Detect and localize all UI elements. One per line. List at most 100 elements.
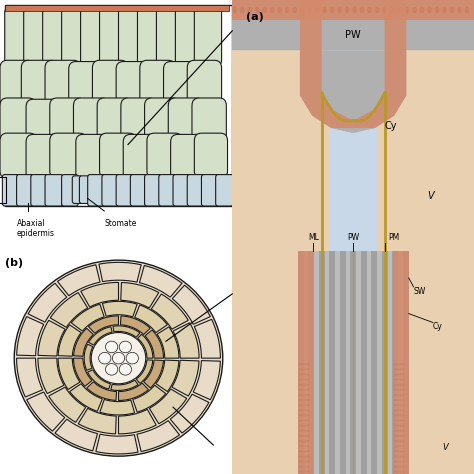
Ellipse shape — [405, 7, 410, 13]
Polygon shape — [81, 283, 118, 307]
Ellipse shape — [255, 7, 260, 13]
Ellipse shape — [399, 440, 402, 442]
Ellipse shape — [307, 363, 310, 365]
Ellipse shape — [396, 383, 399, 386]
FancyBboxPatch shape — [123, 135, 159, 181]
Ellipse shape — [399, 368, 402, 370]
FancyBboxPatch shape — [140, 60, 175, 108]
Ellipse shape — [396, 460, 399, 463]
Polygon shape — [133, 385, 166, 412]
Polygon shape — [58, 358, 80, 390]
Polygon shape — [172, 360, 199, 396]
Ellipse shape — [301, 409, 303, 411]
Polygon shape — [194, 319, 220, 358]
Polygon shape — [87, 382, 117, 401]
Polygon shape — [135, 305, 167, 333]
Polygon shape — [120, 316, 150, 335]
FancyBboxPatch shape — [92, 60, 128, 108]
Ellipse shape — [298, 378, 301, 381]
Ellipse shape — [304, 409, 307, 411]
Polygon shape — [73, 358, 92, 386]
FancyBboxPatch shape — [100, 133, 137, 178]
FancyBboxPatch shape — [100, 8, 127, 65]
Polygon shape — [78, 408, 116, 434]
FancyBboxPatch shape — [145, 98, 180, 143]
Bar — [356, 251, 361, 474]
FancyBboxPatch shape — [73, 98, 109, 146]
Ellipse shape — [307, 368, 310, 370]
Ellipse shape — [304, 363, 307, 365]
Ellipse shape — [298, 471, 301, 473]
Ellipse shape — [307, 389, 310, 391]
Ellipse shape — [301, 378, 303, 381]
Ellipse shape — [402, 389, 405, 391]
Ellipse shape — [301, 399, 303, 401]
Ellipse shape — [367, 7, 372, 13]
FancyBboxPatch shape — [187, 60, 221, 108]
Ellipse shape — [399, 374, 402, 375]
Ellipse shape — [352, 7, 357, 13]
Ellipse shape — [307, 460, 310, 463]
FancyBboxPatch shape — [21, 60, 58, 110]
Ellipse shape — [399, 409, 402, 411]
Polygon shape — [49, 387, 86, 422]
Polygon shape — [84, 344, 93, 370]
Polygon shape — [157, 327, 179, 358]
Text: SW: SW — [413, 287, 426, 296]
Ellipse shape — [396, 394, 399, 396]
Ellipse shape — [399, 429, 402, 432]
FancyBboxPatch shape — [2, 174, 20, 206]
Polygon shape — [173, 323, 199, 358]
Ellipse shape — [396, 419, 399, 422]
Polygon shape — [170, 394, 209, 433]
FancyBboxPatch shape — [173, 174, 191, 206]
FancyBboxPatch shape — [102, 174, 119, 206]
Ellipse shape — [393, 450, 396, 452]
Ellipse shape — [399, 378, 402, 381]
Text: Abaxial
epidermis: Abaxial epidermis — [17, 219, 55, 238]
Ellipse shape — [396, 465, 399, 468]
Ellipse shape — [402, 404, 405, 406]
Text: V: V — [427, 191, 434, 201]
Ellipse shape — [304, 399, 307, 401]
Ellipse shape — [399, 445, 402, 447]
Bar — [409, 251, 474, 474]
FancyBboxPatch shape — [62, 8, 89, 65]
FancyBboxPatch shape — [137, 8, 164, 65]
Ellipse shape — [396, 368, 399, 370]
Text: Cy: Cy — [433, 322, 443, 331]
Ellipse shape — [442, 7, 447, 13]
Ellipse shape — [402, 450, 405, 452]
Ellipse shape — [301, 465, 303, 468]
Ellipse shape — [301, 450, 303, 452]
Ellipse shape — [360, 7, 365, 13]
Ellipse shape — [304, 378, 307, 381]
Ellipse shape — [307, 383, 310, 386]
Ellipse shape — [270, 7, 274, 13]
Polygon shape — [136, 360, 153, 383]
FancyBboxPatch shape — [145, 174, 162, 206]
Ellipse shape — [402, 440, 405, 442]
Ellipse shape — [307, 378, 310, 381]
FancyBboxPatch shape — [50, 98, 85, 143]
Ellipse shape — [307, 425, 310, 427]
Ellipse shape — [304, 374, 307, 375]
FancyBboxPatch shape — [187, 174, 205, 206]
Ellipse shape — [393, 383, 396, 386]
Ellipse shape — [298, 363, 301, 365]
Ellipse shape — [402, 460, 405, 463]
Text: (a): (a) — [246, 12, 264, 22]
Bar — [5, 5, 228, 11]
Ellipse shape — [298, 429, 301, 432]
Bar — [314, 251, 319, 474]
Ellipse shape — [396, 425, 399, 427]
Ellipse shape — [402, 383, 405, 386]
Ellipse shape — [402, 471, 405, 473]
Ellipse shape — [304, 465, 307, 468]
Circle shape — [119, 341, 131, 353]
Ellipse shape — [304, 404, 307, 406]
Ellipse shape — [402, 456, 405, 457]
Ellipse shape — [374, 7, 380, 13]
FancyBboxPatch shape — [192, 98, 226, 143]
FancyBboxPatch shape — [216, 174, 233, 206]
